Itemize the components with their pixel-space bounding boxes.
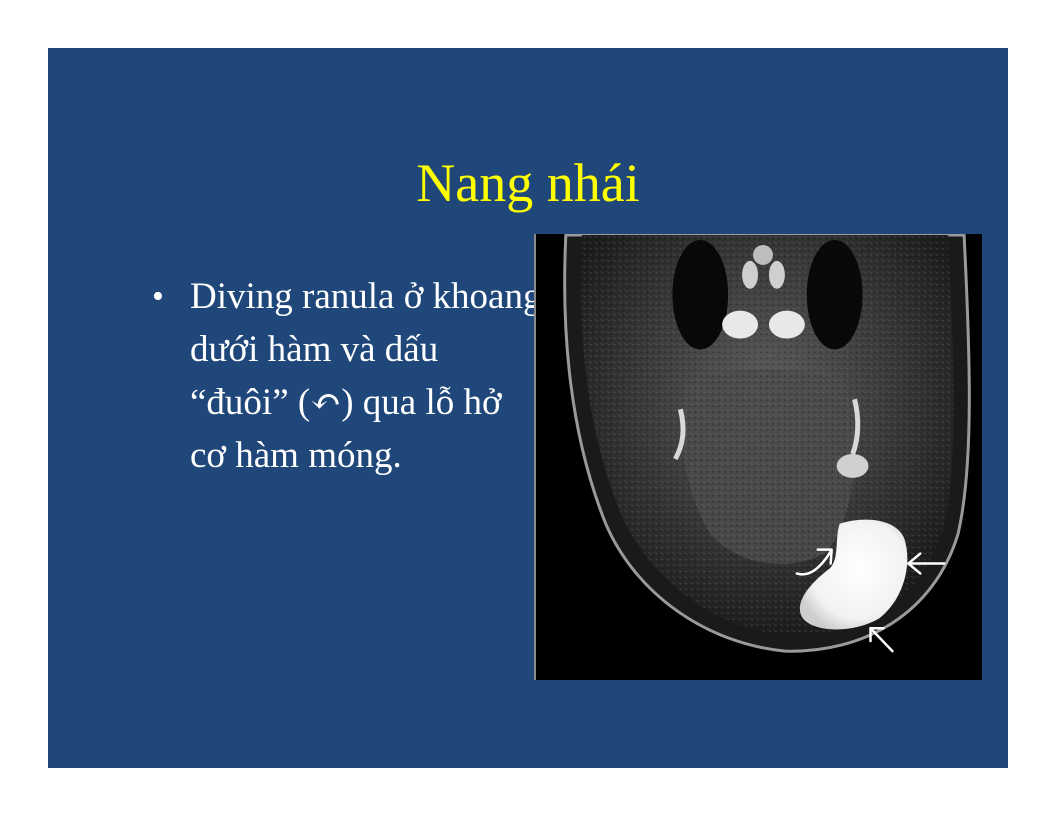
bullet-item: • Diving ranula ở khoang dưới hàm và dấu… — [152, 270, 542, 482]
arrow-left-icon — [907, 552, 946, 575]
mri-image — [534, 234, 982, 680]
arrow-up-left-icon — [869, 626, 894, 653]
slide-title: Nang nhái — [416, 153, 640, 213]
curved-arrow-icon — [795, 548, 833, 576]
bullet-list: • Diving ranula ở khoang dưới hàm và dấu… — [152, 270, 542, 482]
bullet-text: Diving ranula ở khoang dưới hàm và dấu “… — [190, 276, 542, 476]
bullet-marker: • — [152, 278, 164, 315]
mri-image-svg — [563, 234, 971, 653]
